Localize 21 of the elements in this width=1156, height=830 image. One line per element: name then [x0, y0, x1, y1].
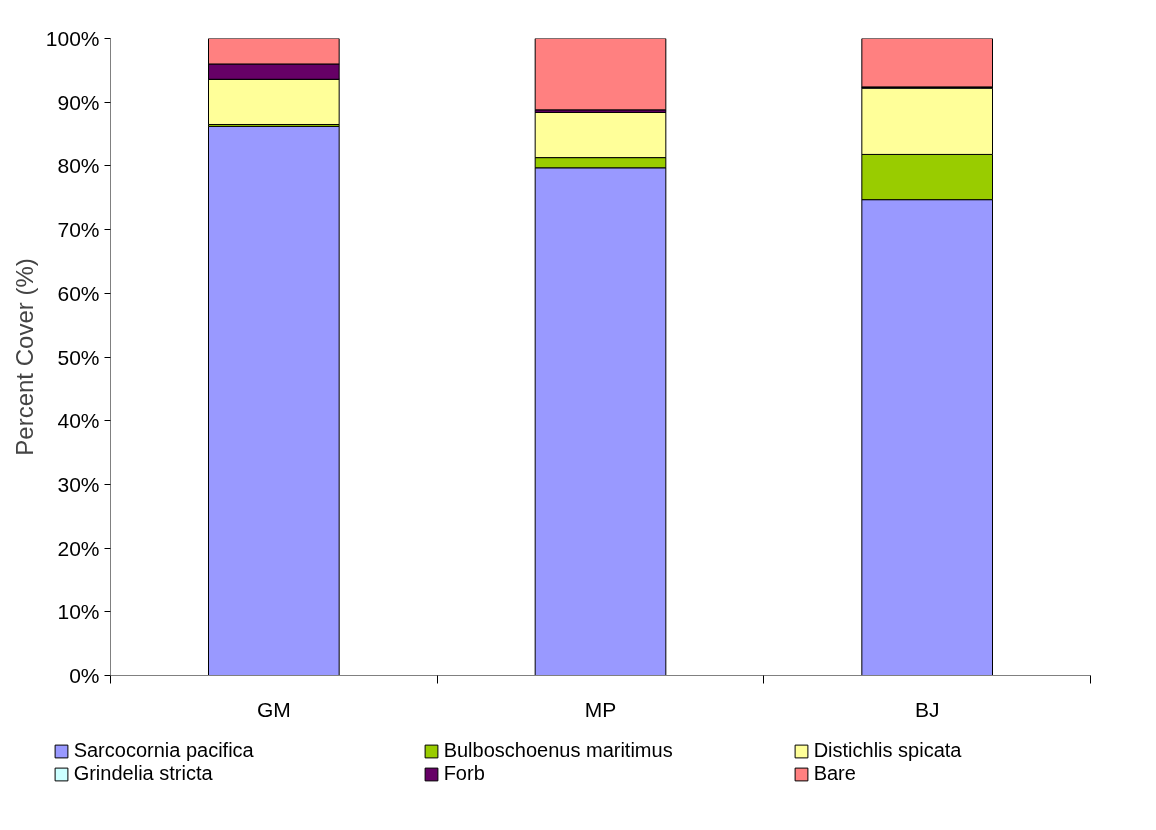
legend-label: Sarcocornia pacifica — [73, 739, 254, 762]
y-tick-label: 100% — [45, 27, 100, 50]
legend-label: Bulboschoenus maritimus — [443, 739, 673, 762]
legend-label: Distichlis spicata — [813, 739, 962, 762]
y-tick-label: 90% — [57, 90, 100, 114]
x-tick-label: BJ — [914, 697, 940, 721]
y-tick-label: 60% — [57, 281, 100, 305]
y-tick-label: 80% — [57, 154, 100, 178]
y-axis-title: Percent Cover (%) — [10, 258, 38, 456]
legend-label: Forb — [443, 762, 485, 785]
y-tick-label: 40% — [57, 409, 100, 433]
y-tick-label: 0% — [69, 664, 100, 687]
y-tick-label: 50% — [57, 345, 100, 369]
x-tick-label: MP — [584, 697, 617, 721]
legend-label: Bare — [813, 762, 856, 785]
y-tick-label: 20% — [57, 536, 100, 560]
y-tick-label: 70% — [57, 218, 100, 242]
y-tick-label: 30% — [57, 472, 100, 496]
y-tick-label: 10% — [57, 600, 100, 624]
x-tick-label: GM — [256, 697, 291, 721]
legend-label: Grindelia stricta — [73, 762, 213, 785]
